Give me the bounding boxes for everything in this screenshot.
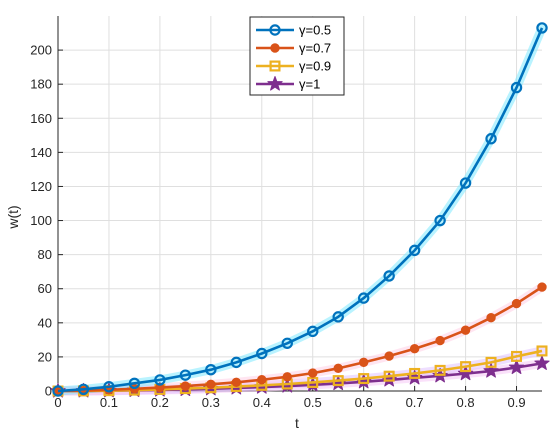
series-0-point-7 [230, 356, 243, 369]
series-2-point-17 [485, 356, 497, 368]
x-tick-label-2: 0.2 [151, 395, 169, 410]
legend-entry-0: γ=0.5 [256, 23, 331, 38]
series-0-point-13 [383, 270, 395, 282]
legend-marker-2 [269, 60, 281, 72]
y-tick-label-1: 20 [38, 349, 52, 364]
series-0-point-4 [154, 374, 166, 386]
series-2-point-19 [536, 345, 548, 357]
x-tick-label-8: 0.8 [457, 395, 475, 410]
y-tick-label-4: 80 [38, 247, 52, 262]
series-0-point-1 [77, 383, 90, 395]
y-tick-label-0: 0 [45, 384, 52, 399]
plot-area: 0 0.1 0.2 0.3 0.4 0.5 0.6 0.7 0.8 0.9 0 20 40 60 80 100… [30, 16, 550, 410]
legend-label-3: γ=1 [299, 77, 320, 92]
series-2-point-15 [434, 364, 446, 376]
legend-entry-2: γ=0.9 [256, 59, 331, 74]
x-tick-label-9: 0.9 [507, 395, 525, 410]
series-0-point-14 [408, 244, 421, 257]
x-axis-label: t [295, 415, 299, 431]
series-0-point-5 [179, 369, 192, 381]
x-tick-label-6: 0.6 [355, 395, 373, 410]
legend-label-0: γ=0.5 [299, 23, 331, 38]
series-0-point-11 [332, 311, 344, 323]
series-0 [52, 22, 548, 397]
y-tick-label-6: 120 [30, 179, 52, 194]
x-tick-label-0: 0 [54, 395, 61, 410]
series-1-point-8 [257, 375, 267, 385]
series-1-point-10 [308, 368, 318, 378]
y-tick-label-3: 60 [38, 281, 52, 296]
x-tick-label-5: 0.5 [304, 395, 322, 410]
series-1-point-13 [384, 351, 394, 361]
series-0-point-12 [357, 292, 370, 304]
x-tick-label-1: 0.1 [100, 395, 118, 410]
series-1-point-16 [460, 325, 471, 335]
series-1-point-9 [282, 372, 292, 382]
series-1-point-18 [511, 298, 522, 309]
series-1-point-5 [180, 381, 191, 391]
legend-entry-1: γ=0.7 [256, 41, 331, 56]
y-axis-label: w(t) [5, 205, 21, 229]
legend-label-2: γ=0.9 [299, 59, 331, 74]
series-1-point-12 [358, 357, 369, 368]
y-tick-label-7: 140 [30, 145, 52, 160]
x-tick-label-4: 0.4 [253, 395, 271, 410]
y-tick-label-10: 200 [30, 43, 52, 58]
series-0-point-9 [281, 337, 293, 349]
series-1-point-7 [231, 377, 242, 388]
series-0-point-10 [307, 325, 319, 338]
series-0-point-17 [485, 133, 497, 145]
series-0-point-16 [459, 177, 472, 189]
y-tick-label-8: 160 [30, 111, 52, 126]
legend-label-1: γ=0.7 [299, 41, 331, 56]
series-3-point-19 [534, 355, 550, 370]
series-0-point-0 [52, 385, 64, 397]
series-1-point-19 [537, 282, 547, 292]
series-1-point-6 [206, 379, 216, 390]
series-2-point-11 [332, 375, 344, 387]
legend-marker-3 [267, 76, 283, 91]
series-0-point-15 [434, 214, 446, 227]
y-tick-label-9: 180 [30, 77, 52, 92]
series-1-point-14 [409, 344, 420, 354]
legend-marker-0 [269, 24, 281, 36]
series-0-point-8 [256, 347, 268, 360]
series-2-point-12 [358, 373, 370, 385]
series-0-point-6 [205, 363, 217, 376]
y-tick-label-5: 100 [30, 213, 52, 228]
series-0-point-18 [510, 81, 523, 94]
series-2-point-18 [511, 350, 523, 362]
series-0-point-3 [128, 377, 141, 390]
series-1-point-11 [333, 363, 343, 374]
series-1-point-17 [486, 313, 496, 323]
legend-entry-3: γ=1 [256, 76, 320, 92]
legend-marker-1 [270, 43, 280, 53]
series-0-point-19 [536, 22, 548, 34]
series-2-point-10 [307, 376, 319, 388]
series-3-point-18 [508, 359, 525, 375]
series-0-point-2 [103, 381, 115, 393]
series-2-point-14 [409, 367, 421, 379]
legend: γ=0.5 γ=0.7 γ=0.9 γ=1 [249, 16, 345, 96]
x-tick-label-3: 0.3 [202, 395, 220, 410]
y-tick-label-2: 40 [38, 315, 52, 330]
series-1-point-4 [155, 382, 165, 393]
series-2-point-16 [460, 361, 472, 373]
x-tick-label-7: 0.7 [406, 395, 424, 410]
series-1-point-15 [435, 335, 445, 346]
series-3-point-17 [483, 363, 499, 378]
series-2-point-13 [383, 370, 395, 382]
